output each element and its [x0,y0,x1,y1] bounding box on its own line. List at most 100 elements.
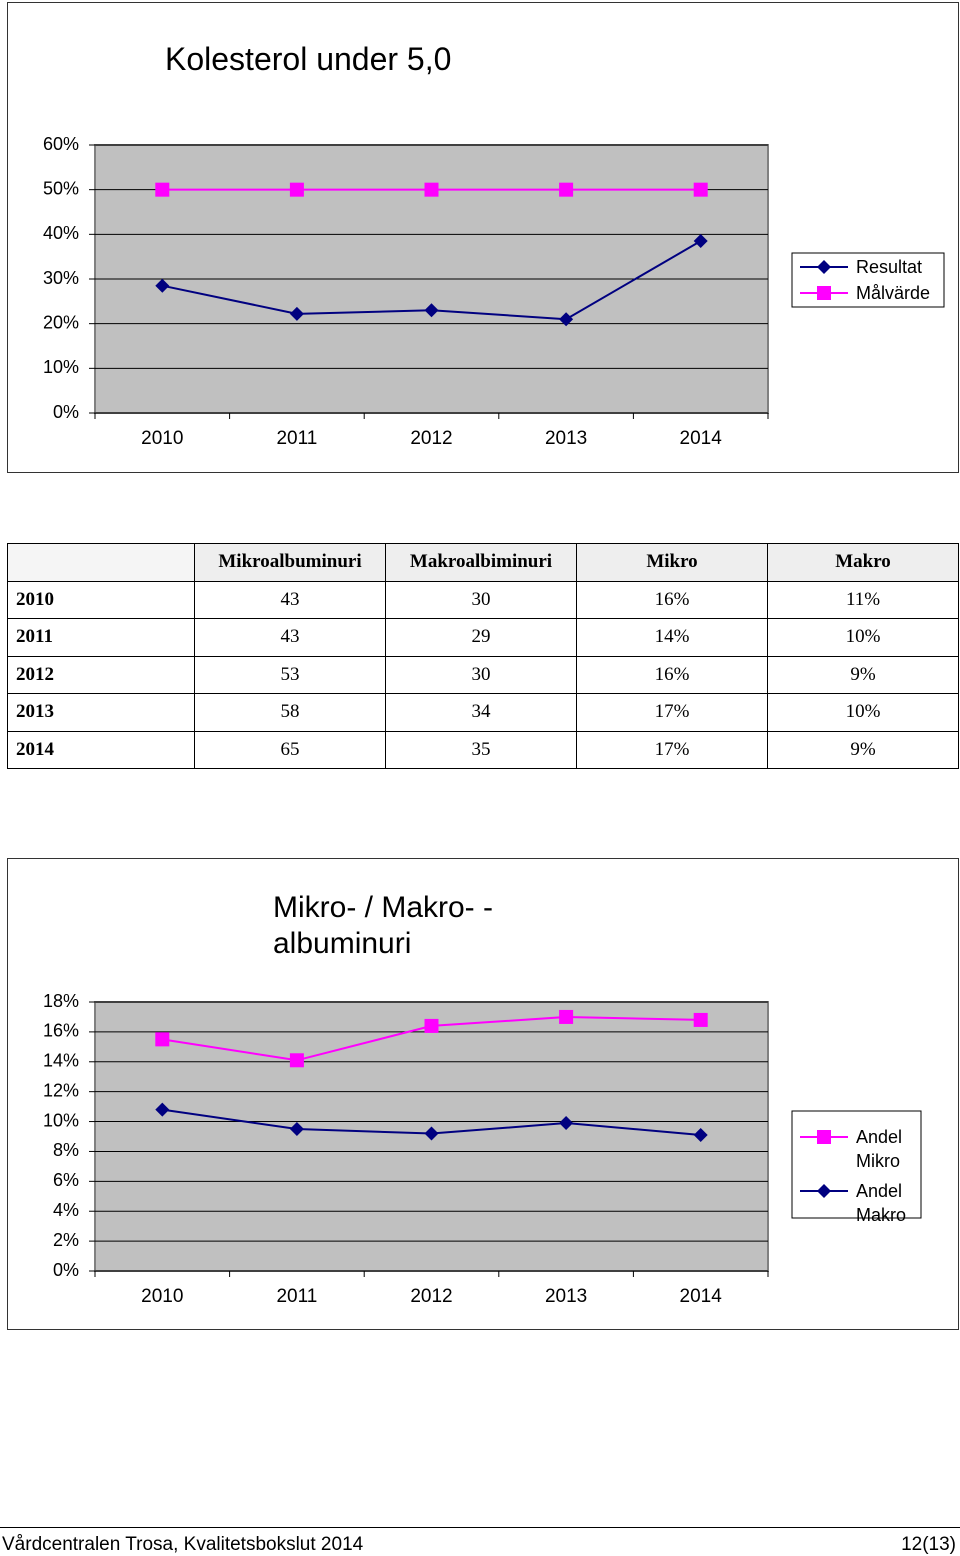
table-cell: 34 [385,693,577,732]
marker [155,182,170,197]
legend-marker [817,1184,831,1198]
legend-label: Andel Makro [856,1181,907,1225]
table-cell: 29 [385,618,577,657]
marker [155,278,170,293]
marker [289,182,304,197]
legend-label-box: Resultat [856,257,923,277]
marker [289,1053,304,1068]
legend-marker [817,286,831,300]
x-tick-label: 2012 [410,1286,452,1307]
table-cell: 2011 [7,618,195,657]
y-tick-label: 50% [43,178,79,198]
y-tick-label: 10% [43,357,79,377]
x-tick-label: 2011 [276,428,317,449]
table-cell: 16% [576,580,768,619]
legend-label: Andel Mikro [856,1127,903,1171]
table-cell: 16% [576,655,768,694]
y-tick-label: 18% [43,991,79,1011]
table-cell: 43 [194,580,386,619]
table-cell: 9% [767,730,959,769]
marker [693,182,708,197]
y-tick-label: 40% [43,223,79,243]
legend-label: Målvärde [856,283,931,303]
table-cell: 2010 [7,580,195,619]
legend [791,1110,922,1219]
column-header: Mikro [576,543,768,582]
legend-label-box: Andel Makro [856,1181,907,1225]
marker [424,1126,439,1141]
column-header: Mikroalbuminuri [194,543,386,582]
table-row: 2014 65 35 17% 9% [7,730,959,769]
table-cell: 2014 [7,730,195,769]
x-tick-label: 2011 [276,1286,317,1307]
y-tick-label: 6% [53,1170,79,1190]
table-cell: 35 [385,730,577,769]
table-cell: 17% [576,693,768,732]
marker [155,1032,170,1047]
table-cell: 65 [194,730,386,769]
chart-title: Kolesterol under 5,0 [165,41,452,77]
table-cell: 30 [385,655,577,694]
y-tick-label: 0% [53,402,79,422]
y-tick-label: 60% [43,134,79,154]
chart-title-box: Mikro- / Makro- - albuminuri [273,891,493,960]
x-tick-label: 2013 [545,428,587,449]
chart-title: Mikro- / Makro- - albuminuri [273,891,493,960]
header-row: Mikroalbuminuri Makroalbiminuri Mikro Makro [7,543,959,582]
x-tick-label: 2013 [545,1286,587,1307]
legend-marker [817,260,831,274]
table-cell: 10% [767,693,959,732]
y-tick-label: 10% [43,1110,79,1130]
footer: Vårdcentralen Trosa, Kvalitetsbokslut 20… [0,1527,960,1555]
marker [693,1012,708,1027]
legend-label: Resultat [856,257,923,277]
x-tick-label: 2014 [680,428,723,449]
marker [693,234,708,249]
y-tick-label: 20% [43,312,79,332]
table-row: 2011 43 29 14% 10% [7,618,959,657]
x-tick-label: 2010 [141,1286,183,1307]
marker [693,1128,708,1143]
y-tick-label: 8% [53,1140,79,1160]
table-cell: 10% [767,618,959,657]
y-tick-label: 30% [43,268,79,288]
table-cell: 17% [576,730,768,769]
page-number: 12(13) [901,1534,956,1555]
x-tick-label: 2014 [680,1286,723,1307]
table-cell: 14% [576,618,768,657]
legend-label-box: Andel Mikro [856,1127,903,1171]
marker [289,306,304,321]
marker [559,182,574,197]
marker [559,1116,574,1131]
marker [155,1102,170,1117]
table-cell: 11% [767,580,959,619]
table-cell: 43 [194,618,386,657]
table-cell: 58 [194,693,386,732]
marker [424,1018,439,1033]
legend-marker [817,1130,831,1144]
table-cell: 9% [767,655,959,694]
footer-text: Vårdcentralen Trosa, Kvalitetsbokslut 20… [2,1534,364,1555]
y-tick-label: 16% [43,1021,79,1041]
marker [559,1009,574,1024]
legend-label-box: Målvärde [856,283,931,303]
column-header: Makroalbiminuri [385,543,577,582]
table-cell: 2012 [7,655,195,694]
table-body: 2010 43 30 16% 11% 2011 43 29 14% 10% 2012 53 30 16% 9… [7,580,959,769]
table-cell: 30 [385,580,577,619]
marker [424,182,439,197]
marker [424,303,439,318]
table-cell: 53 [194,655,386,694]
y-tick-label: 12% [43,1080,79,1100]
header-cell [7,543,195,582]
y-tick-label: 4% [53,1200,79,1220]
y-tick-label: 14% [43,1051,79,1071]
chart-title-box: Kolesterol under 5,0 [165,41,452,77]
y-tick-label: 2% [53,1230,79,1250]
table-row: 2012 53 30 16% 9% [7,655,959,694]
table-cell: 2013 [7,693,195,732]
data-table: Mikroalbuminuri Makroalbiminuri Mikro Makro… [7,543,959,769]
marker [559,312,574,327]
